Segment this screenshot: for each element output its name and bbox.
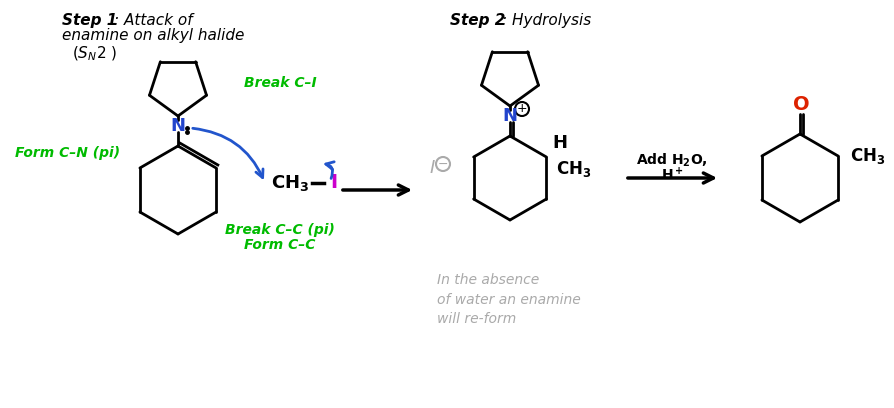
- Text: $\mathbf{CH_3}$: $\mathbf{CH_3}$: [271, 173, 309, 193]
- Text: Form C–N (pi): Form C–N (pi): [15, 146, 121, 160]
- Text: −: −: [438, 157, 448, 171]
- Text: $\mathbf{H^+}$: $\mathbf{H^+}$: [661, 166, 683, 184]
- Text: $(S_N2\ )$: $(S_N2\ )$: [72, 45, 117, 63]
- Text: Step 2: Step 2: [450, 13, 505, 28]
- Text: : Hydrolysis: : Hydrolysis: [502, 13, 591, 28]
- Text: Form C–C: Form C–C: [244, 238, 316, 252]
- Text: O: O: [793, 95, 809, 113]
- Text: N: N: [502, 107, 518, 125]
- Text: Break C–C (pi): Break C–C (pi): [225, 223, 335, 237]
- Text: I: I: [430, 159, 435, 177]
- Text: I: I: [330, 173, 337, 193]
- Text: Step 1: Step 1: [62, 13, 117, 28]
- Text: +: +: [517, 102, 527, 115]
- Text: N: N: [171, 117, 185, 135]
- Text: Break C–I: Break C–I: [244, 76, 316, 90]
- Text: $\mathbf{CH_3}$: $\mathbf{CH_3}$: [556, 159, 592, 179]
- Text: : Attack of: : Attack of: [114, 13, 192, 28]
- Text: $\mathbf{Add\ H_2O,}$: $\mathbf{Add\ H_2O,}$: [637, 151, 708, 169]
- Text: $\mathbf{CH_3}$: $\mathbf{CH_3}$: [850, 146, 886, 166]
- Text: enamine on alkyl halide: enamine on alkyl halide: [62, 28, 244, 43]
- Text: In the absence
of water an enamine
will re-form: In the absence of water an enamine will …: [437, 273, 581, 326]
- Text: H: H: [552, 134, 568, 152]
